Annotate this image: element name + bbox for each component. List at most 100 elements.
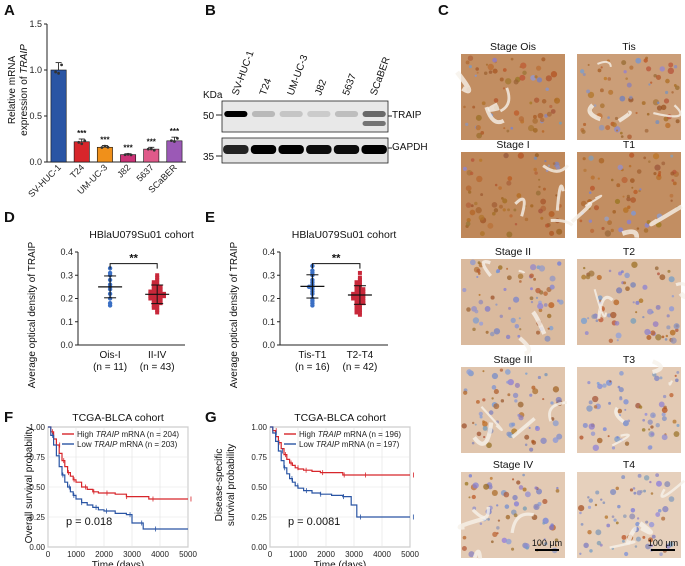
ihc-cell [616,339,619,342]
ihc-cell [479,158,483,162]
ihc-cell [647,445,653,450]
ihc-cell [500,399,505,403]
panel-e-group-name: Tis-T1 [298,350,326,361]
ihc-cell [512,494,518,501]
panel-label-a: A [4,2,15,19]
ihc-cell [488,410,494,415]
ihc-cell [532,127,538,133]
panel-g-legend-entry: Low TRAIP mRNA (n = 197) [299,440,400,449]
ihc-cell [610,311,617,319]
ihc-cell [468,474,473,478]
ihc-cell [672,181,677,186]
ihc-cell [624,272,630,279]
ihc-cell [496,526,500,530]
ihc-cell [621,475,626,480]
panel-d-ytick-label: 0.3 [60,270,73,280]
ihc-cell [628,164,632,168]
ihc-cell [598,157,605,164]
panel-f-series-line [48,426,188,500]
ihc-cell [513,501,520,507]
ihc-stroma-streak [499,87,511,113]
ihc-cell [555,396,562,403]
ihc-cell [629,513,636,520]
ihc-cell [636,517,640,520]
ihc-cell [591,314,596,319]
panel-a-significance: *** [147,137,157,146]
ihc-cell [538,543,541,546]
ihc-cell [581,129,586,134]
panel-a-category-label: SV-HUC-1 [26,162,63,199]
ihc-cell [531,385,536,390]
panel-a-significance: *** [77,129,87,138]
ihc-cell [506,431,512,437]
panel-f-title: TCGA-BLCA cohort [72,412,164,424]
panel-g-series-line [270,426,410,518]
panel-d-ytick-label: 0.1 [60,317,73,327]
ihc-cell [646,112,650,116]
panel-a-ytick-label: 0.0 [29,157,42,167]
panel-e-point [354,287,359,292]
panel-e-point [354,289,359,294]
ihc-cell [513,79,519,85]
panel-a-replicate-point [129,153,133,157]
ihc-stroma-streak [675,282,685,287]
panel-g-xlabel: Time (days) [314,560,366,566]
ihc-cell [634,545,638,548]
ihc-cell [600,498,603,501]
ihc-cell [589,549,593,553]
ihc-cell [493,208,499,213]
panel-e-point [354,282,359,287]
ihc-cell [580,522,584,526]
ihc-cell [558,121,562,125]
ihc-cell [475,114,482,121]
ihc-cell [496,532,499,535]
panel-f-ytick-label: 0.50 [29,483,45,492]
ihc-cell [585,274,591,280]
ihc-cell [554,544,558,547]
ihc-cell [469,209,476,216]
ihc-cell [544,114,548,118]
ihc-cell [517,152,524,159]
ihc-cell [488,70,493,74]
ihc-cell [535,190,541,196]
ihc-cell [579,552,582,555]
panel-e-ytick-label: 0.0 [262,340,275,350]
ihc-stroma-streak [531,310,547,335]
ihc-cell [491,385,497,390]
ihc-cell [637,473,642,478]
ihc-cell [480,131,485,135]
ihc-cell [556,433,563,440]
ihc-cell [552,162,556,165]
ihc-cell [514,323,520,329]
ihc-cell [558,299,564,305]
ihc-cell [606,523,611,528]
ihc-cell [546,313,552,319]
ihc-cell [633,491,637,495]
blot-gapdh-membrane [221,137,389,164]
panel-g-legend-entry: High TRAIP mRNA (n = 196) [299,430,401,439]
ihc-cell [542,498,548,505]
ihc-cell [635,311,638,314]
ihc-cell [462,535,467,540]
ihc-cell [548,302,555,309]
ihc-cell [636,490,642,496]
ihc-cell [614,198,621,205]
ihc-cell [618,227,624,233]
ihc-cell [607,220,613,226]
ihc-cell [655,120,660,125]
ihc-cell [587,63,590,66]
ihc-cell [662,394,667,399]
ihc-cell [614,116,619,121]
panel-e-point [361,298,366,303]
ihc-cell [607,435,610,438]
panel-g-xtick-label: 3000 [345,550,363,559]
ihc-cell [654,266,659,271]
panel-g-xtick-label: 2000 [317,550,335,559]
ihc-cell [472,327,476,332]
ihc-cell [621,60,627,66]
ihc-cell [479,231,485,237]
ihc-cell [601,226,605,230]
ihc-cell [541,57,546,62]
ihc-cell [642,535,646,539]
ihc-cell [582,157,586,161]
